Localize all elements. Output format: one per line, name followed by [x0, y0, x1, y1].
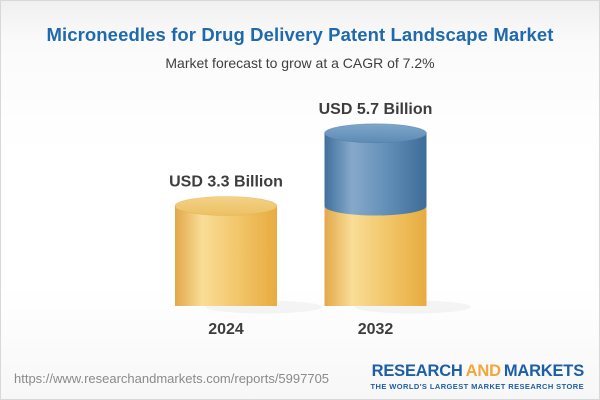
- page-subtitle: Market forecast to grow at a CAGR of 7.2…: [165, 55, 435, 71]
- value-label-2032: USD 5.7 Billion: [319, 101, 433, 118]
- header: Microneedles for Drug Delivery Patent La…: [1, 24, 599, 71]
- logo-wordmark: RESEARCH AND MARKETS: [371, 362, 585, 380]
- footer: https://www.researchandmarkets.com/repor…: [1, 347, 599, 399]
- bar-2032-top: [324, 123, 427, 144]
- bar-2032-segment-junction: [324, 196, 427, 216]
- research-and-markets-logo: RESEARCH AND MARKETS THE WORLD'S LARGEST M…: [370, 362, 585, 391]
- logo-tagline: THE WORLD'S LARGEST MARKET RESEARCH STOR…: [370, 381, 584, 391]
- year-label-2032: 2032: [358, 321, 394, 338]
- bar-2032: USD 5.7 Billion 2032: [319, 101, 433, 338]
- logo-word-markets: MARKETS: [503, 362, 584, 380]
- bar-2032-growth-segment: [324, 133, 427, 206]
- page-title: Microneedles for Drug Delivery Patent La…: [46, 24, 554, 45]
- bar-2024-body: [175, 206, 277, 306]
- bar-2024-top: [174, 196, 278, 216]
- year-label-2024: 2024: [208, 321, 244, 338]
- bar-2024: USD 3.3 Billion 2024: [169, 174, 283, 339]
- value-label-2024: USD 3.3 Billion: [169, 174, 283, 191]
- logo-word-research: RESEARCH: [371, 362, 463, 380]
- logo-word-and: AND: [465, 362, 501, 380]
- bar-2032-base-segment: [324, 206, 427, 306]
- report-url: https://www.researchandmarkets.com/repor…: [14, 371, 330, 386]
